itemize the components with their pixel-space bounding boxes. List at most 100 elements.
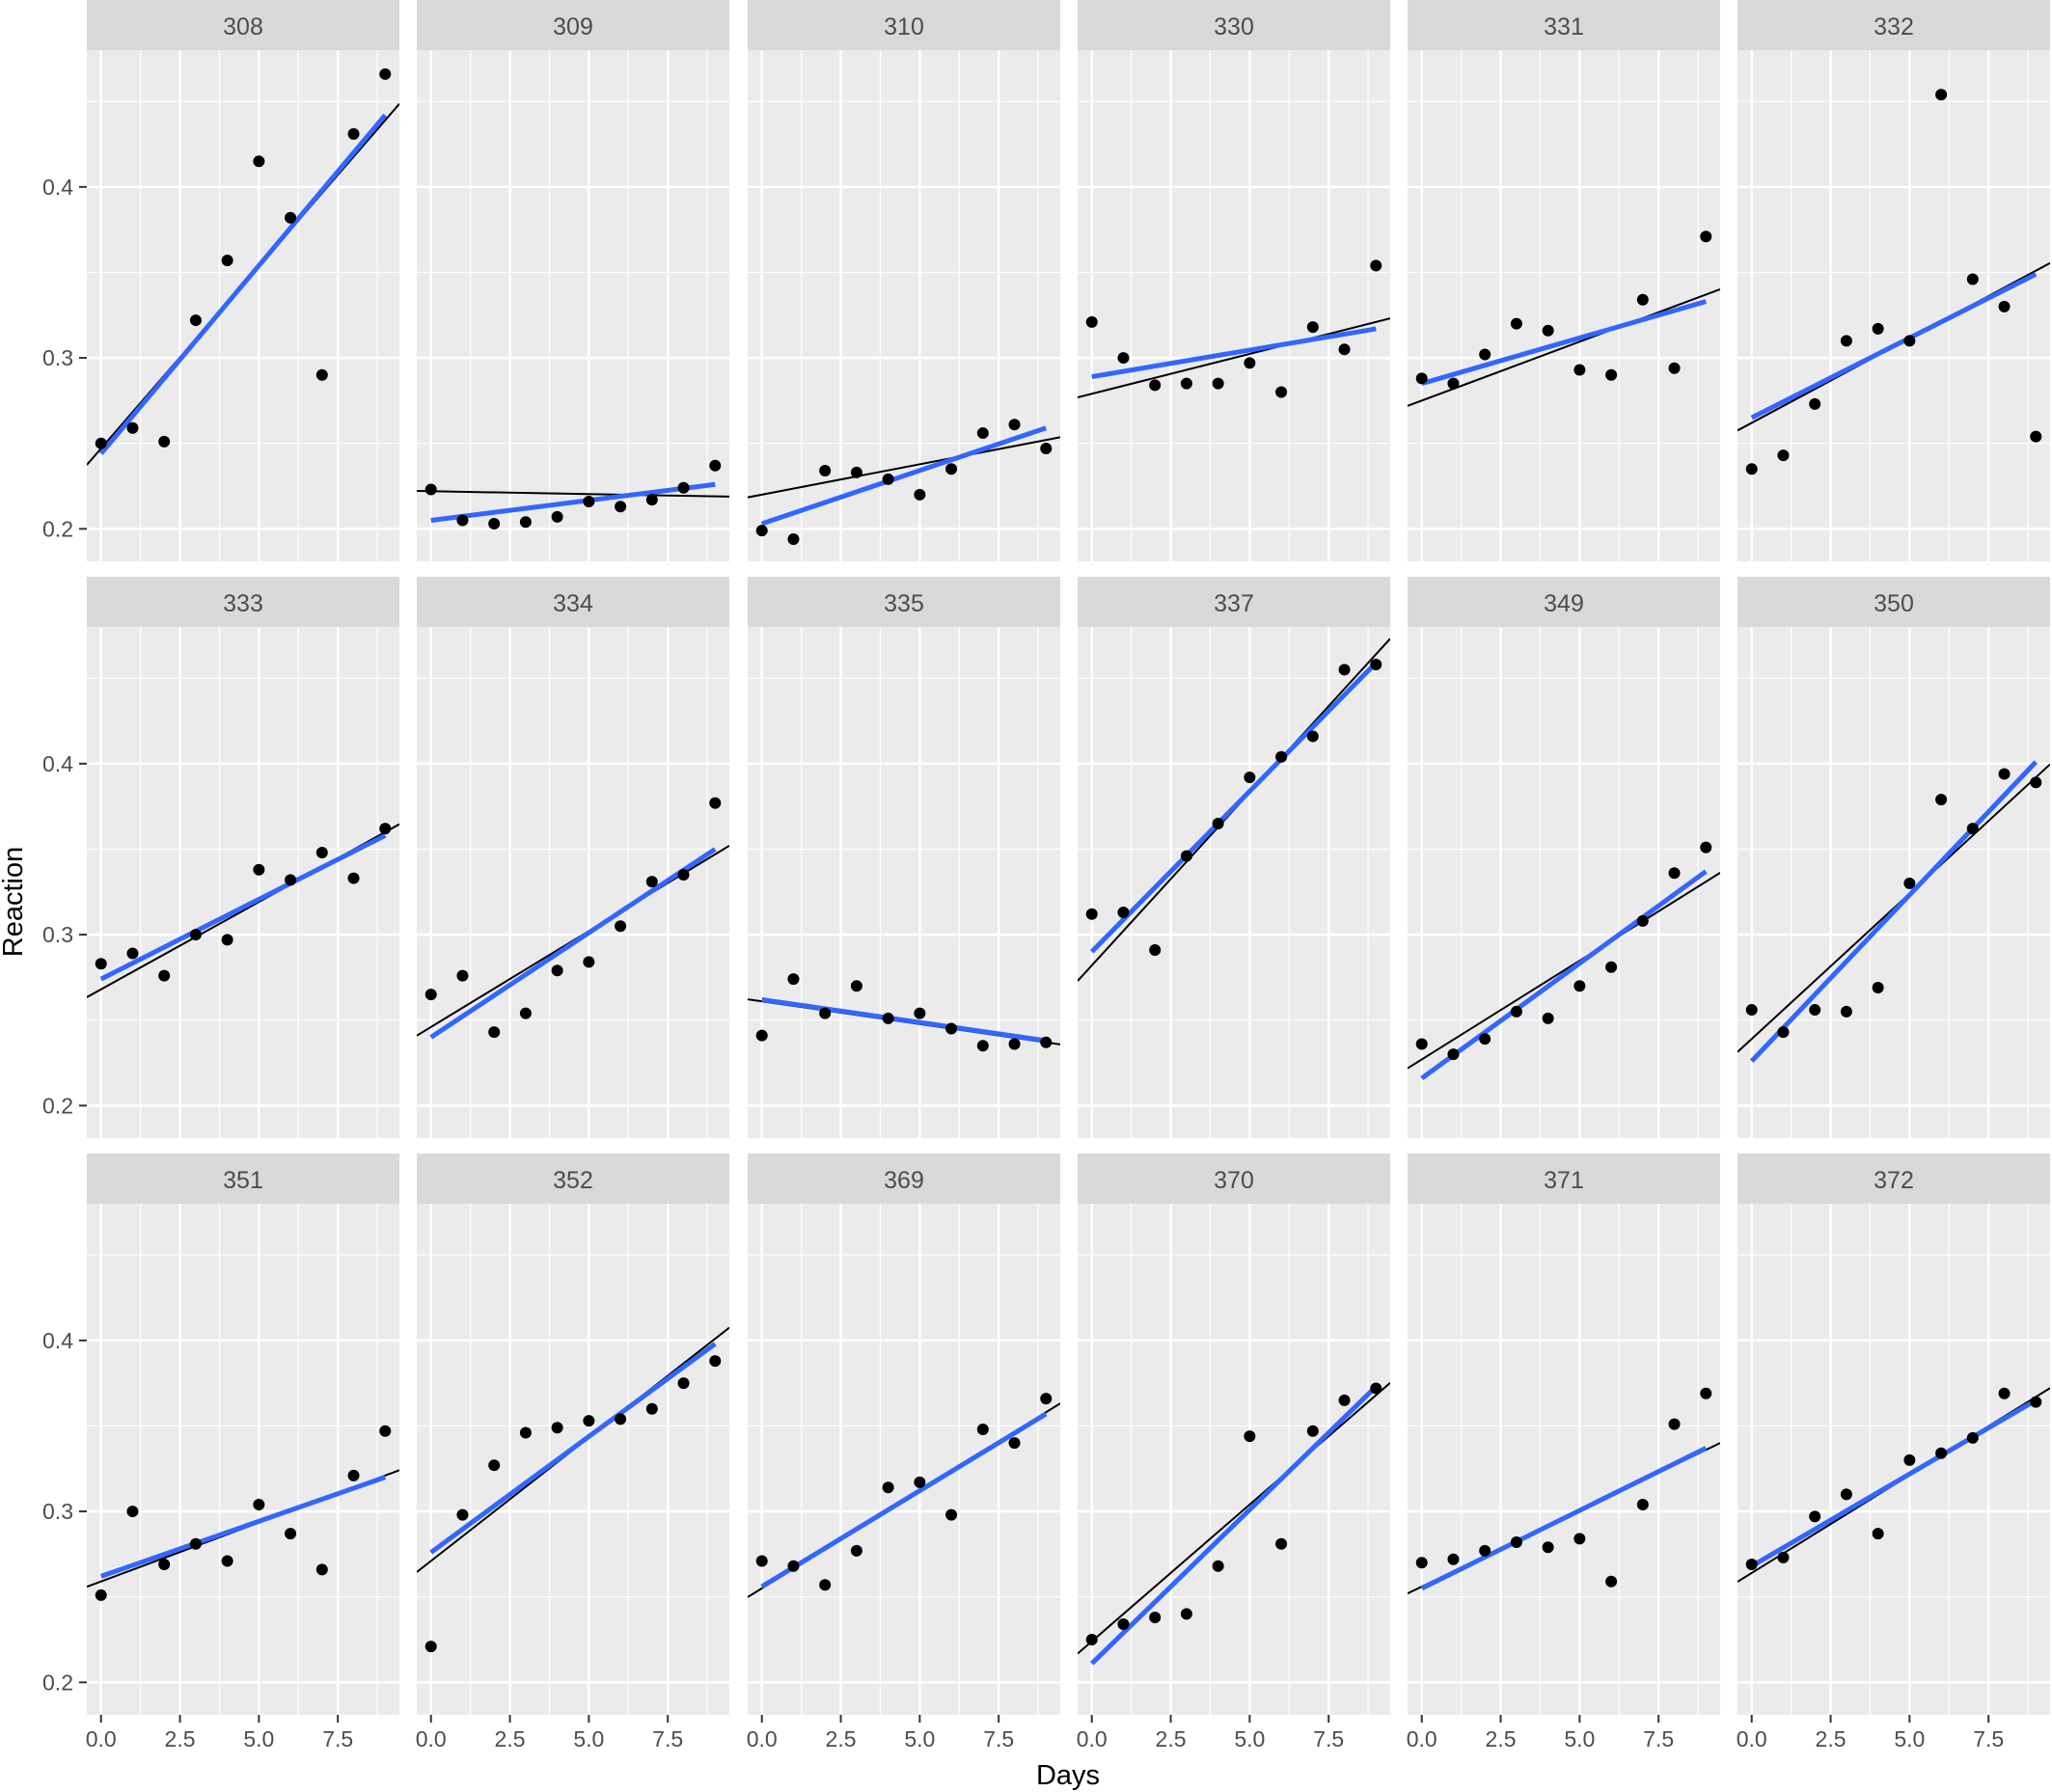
fitted-regression-line xyxy=(429,1342,717,1555)
data-point xyxy=(1338,343,1351,356)
data-point xyxy=(379,1425,392,1437)
data-point xyxy=(456,514,469,527)
facet-panel-351: 351 xyxy=(87,1154,399,1715)
x-tick-label: 2.5 xyxy=(495,1726,526,1751)
data-point xyxy=(1085,315,1098,328)
panel-plot-area xyxy=(748,627,1060,1138)
facet-strip-label: 349 xyxy=(1544,590,1584,617)
facet-strip-label: 330 xyxy=(1214,14,1254,41)
data-point xyxy=(1542,1012,1554,1024)
panel-plot-area xyxy=(87,627,399,1138)
y-tick-label: 0.2 xyxy=(42,1670,73,1695)
facet-panel-308: 308 xyxy=(87,0,399,561)
x-tick-label: 0.0 xyxy=(86,1726,117,1751)
data-point xyxy=(1573,1533,1586,1545)
panel-background xyxy=(417,627,729,1138)
panel-background xyxy=(1408,627,1720,1138)
data-point xyxy=(519,1007,532,1019)
data-point xyxy=(1998,768,2011,780)
data-point xyxy=(882,1481,894,1494)
panel-plot-area xyxy=(1078,50,1390,561)
x-tick-label: 2.5 xyxy=(165,1726,196,1751)
facet-strip xyxy=(1078,577,1390,627)
data-point xyxy=(1668,362,1681,374)
data-point xyxy=(1338,664,1351,676)
data-point xyxy=(95,958,107,970)
data-point xyxy=(945,463,958,475)
facet-strip xyxy=(1737,577,2050,627)
panel-background xyxy=(1737,627,2050,1138)
panel-plot-area xyxy=(87,1204,399,1715)
data-point xyxy=(1700,231,1712,243)
data-point xyxy=(1510,1005,1522,1018)
facet-strip-label: 309 xyxy=(553,14,593,41)
facet-strip xyxy=(1408,1154,1720,1204)
data-point xyxy=(1966,1431,1979,1444)
data-point xyxy=(1244,1430,1256,1443)
data-point xyxy=(1447,377,1460,390)
data-point xyxy=(1040,1393,1053,1405)
data-point xyxy=(645,1402,658,1415)
panel-background xyxy=(87,50,399,561)
data-point xyxy=(709,1355,722,1368)
panel-plot-area xyxy=(1737,627,2050,1138)
data-point xyxy=(677,1377,690,1390)
data-point xyxy=(1149,944,1162,957)
facet-strip-label: 333 xyxy=(223,590,263,617)
x-tick-label: 0.0 xyxy=(416,1726,447,1751)
data-point xyxy=(1777,449,1790,462)
axes: 0.2 0.3 0.4 0.2 0.3 0.4 0.0 2.5 5.0 7.5 0.2 0.3 0.4 0… xyxy=(42,175,2004,1751)
facet-strip-label: 337 xyxy=(1214,590,1254,617)
data-point xyxy=(551,1422,563,1434)
data-point xyxy=(379,823,392,835)
data-point xyxy=(221,255,233,267)
data-point xyxy=(315,846,328,858)
data-point xyxy=(1700,841,1712,854)
data-point xyxy=(285,211,297,224)
x-tick-label: 5.0 xyxy=(573,1726,604,1751)
data-point xyxy=(488,1459,501,1472)
facet-strip xyxy=(1737,1154,2050,1204)
x-tick-label: 0.0 xyxy=(1737,1726,1767,1751)
data-point xyxy=(1510,1535,1522,1548)
data-point xyxy=(253,155,265,168)
facet-strip-label: 369 xyxy=(884,1167,924,1194)
facet-strip-label: 310 xyxy=(884,14,924,41)
fitted-regression-line xyxy=(1749,760,2038,1063)
data-point xyxy=(1966,823,1979,835)
data-point xyxy=(221,934,233,946)
fitted-regression-line xyxy=(99,833,387,982)
y-tick-label: 0.4 xyxy=(42,751,73,776)
data-point xyxy=(1935,1447,1948,1459)
data-point xyxy=(945,1508,958,1521)
data-point xyxy=(1903,877,1916,889)
facet-strip xyxy=(1737,0,2050,50)
data-point xyxy=(1605,368,1618,381)
fitted-regression-line xyxy=(429,847,717,1040)
data-point xyxy=(2030,430,2042,443)
facet-strip xyxy=(1408,577,1720,627)
facet-strip-label: 334 xyxy=(553,590,593,617)
data-point xyxy=(1244,771,1256,783)
data-point xyxy=(1935,794,1948,806)
x-tick-label: 5.0 xyxy=(1894,1726,1925,1751)
data-point xyxy=(1840,335,1852,347)
data-point xyxy=(976,427,989,440)
facet-strip-label: 331 xyxy=(1544,14,1584,41)
facet-panel-332: 332 xyxy=(1737,0,2050,561)
facet-strip xyxy=(748,577,1060,627)
y-tick-label: 0.2 xyxy=(42,516,73,541)
facet-panel-334: 334 xyxy=(417,577,729,1138)
x-tick-label: 7.5 xyxy=(1313,1726,1344,1751)
fitted-regression-line xyxy=(1091,326,1377,380)
reference-regression-line xyxy=(748,436,1060,499)
data-point xyxy=(1040,1036,1053,1048)
panel-plot-area xyxy=(417,1204,729,1715)
data-point xyxy=(615,1413,627,1425)
data-point xyxy=(1809,397,1821,410)
facet-strip xyxy=(1408,0,1720,50)
data-point xyxy=(755,1029,768,1042)
panel-background xyxy=(1078,627,1390,1138)
facet-panel-335: 335 xyxy=(748,577,1060,1138)
facet-panel-371: 371 xyxy=(1408,1154,1720,1715)
